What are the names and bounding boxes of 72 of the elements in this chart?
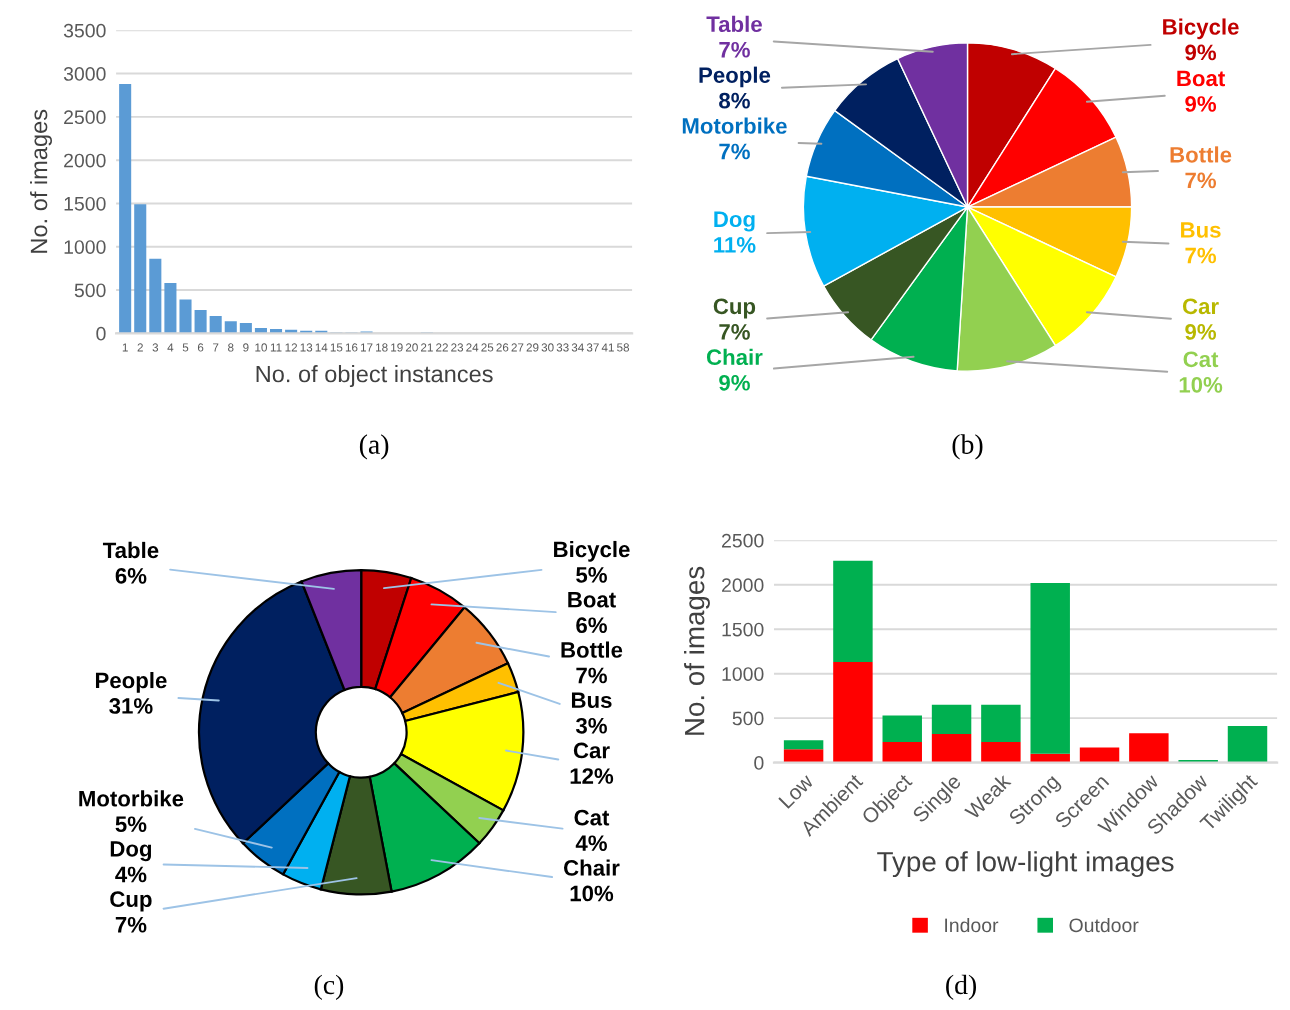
x-axis-title: Type of low-light images — [877, 851, 1174, 878]
y-tick-label: 1000 — [64, 240, 106, 254]
slice-label: Bus — [571, 692, 612, 709]
y-tick-label: 1500 — [64, 196, 106, 211]
slice-label: Cup — [110, 891, 152, 912]
data-label: 9% — [1185, 44, 1217, 61]
slice-label: Chair — [564, 859, 620, 876]
data-label: 31% — [109, 698, 153, 714]
slice-label: Chair — [706, 348, 763, 366]
slice-label: People — [699, 66, 771, 88]
y-tick-label: 2500 — [64, 110, 106, 125]
y-tick-label: 500 — [74, 283, 106, 298]
data-label: 7% — [719, 324, 750, 340]
slice-label: Bicycle — [1163, 18, 1239, 40]
slice-label: Bicycle — [554, 540, 630, 562]
data-label: 7% — [719, 143, 750, 160]
slice-label: Dog — [110, 841, 152, 862]
slice-label: Table — [706, 15, 762, 33]
slice-label: Bottle — [1170, 146, 1232, 163]
data-label: 4% — [575, 835, 607, 852]
data-label: 9% — [1185, 96, 1217, 112]
y-tick-label: 2000 — [64, 153, 106, 168]
data-label: 4% — [115, 866, 147, 883]
slice-label: Car — [573, 742, 610, 759]
y-tick-label: 0 — [96, 326, 106, 341]
y-tick-label: 2500 — [722, 533, 764, 548]
legend-label: Outdoor — [1069, 917, 1139, 933]
y-tick-label: 0 — [754, 756, 764, 770]
y-tick-label: 3000 — [63, 67, 106, 81]
text: (b) — [952, 434, 983, 460]
slice-label: Cat — [1183, 351, 1219, 368]
data-label: 10% — [1179, 376, 1223, 393]
data-label: 9% — [719, 374, 750, 391]
slice-label: Table — [102, 541, 159, 559]
slice-label: Dog — [714, 211, 755, 232]
slice-label: Cup — [713, 298, 756, 319]
y-axis-title: No. of images — [30, 109, 53, 253]
text: (a) — [359, 434, 389, 460]
data-label: 7% — [1185, 247, 1217, 264]
legend-label: Indoor — [945, 917, 999, 933]
data-label: 9% — [1185, 324, 1217, 340]
slice-label: Boat — [1177, 70, 1225, 87]
data-label: 12% — [570, 768, 614, 784]
data-label: 5% — [576, 567, 607, 583]
slice-label: Motorbike — [682, 117, 787, 134]
data-label: 7% — [115, 916, 147, 933]
y-tick-label: 1500 — [722, 622, 764, 637]
data-label: 6% — [115, 567, 147, 584]
data-label: 7% — [1185, 172, 1217, 189]
data-label: 10% — [570, 885, 614, 902]
y-tick-label: 500 — [732, 711, 764, 726]
text: (c) — [314, 974, 344, 1000]
data-label: 11% — [714, 237, 756, 253]
text: (d) — [946, 974, 977, 1000]
y-tick-label: 3500 — [63, 23, 106, 38]
slice-label: Motorbike — [79, 790, 184, 807]
slice-label: Car — [1182, 298, 1219, 315]
data-label: 5% — [115, 816, 147, 833]
data-label: 7% — [576, 667, 607, 684]
slice-label: People — [95, 671, 167, 693]
data-label: 7% — [719, 41, 750, 58]
data-label: 3% — [575, 717, 607, 734]
y-tick-label: 2000 — [722, 578, 764, 593]
data-label: 8% — [719, 92, 750, 109]
data-label: 6% — [576, 617, 607, 634]
slice-label: Cat — [574, 809, 610, 826]
x-axis-title: No. of object instances — [256, 365, 493, 388]
y-axis-title: No. of images — [684, 566, 710, 735]
y-tick-label: 1000 — [722, 667, 764, 681]
slice-label: Bottle — [561, 641, 623, 658]
slice-label: Boat — [568, 592, 616, 608]
slice-label: Bus — [1181, 222, 1221, 238]
